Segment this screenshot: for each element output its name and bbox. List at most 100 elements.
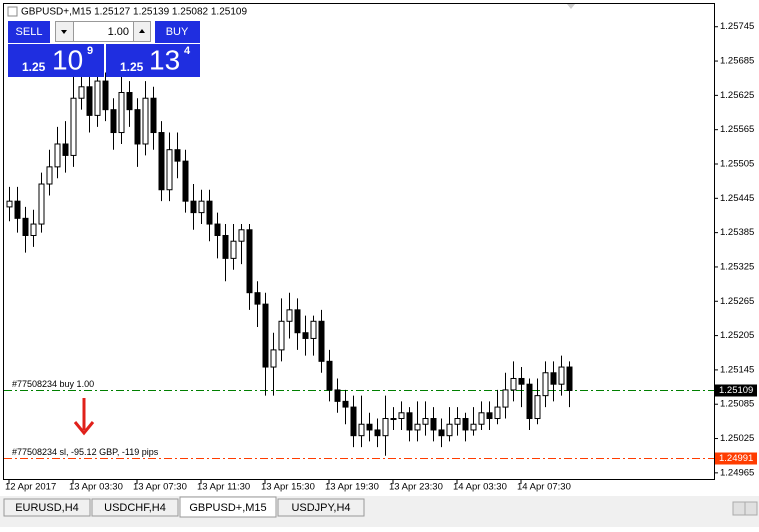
candle-body [502, 389, 509, 408]
candle-body [286, 309, 293, 322]
tab[interactable] [3, 498, 91, 517]
buy-label: BUY [166, 26, 189, 38]
candle-body [422, 418, 429, 425]
candle-body [302, 332, 309, 339]
candle-body [326, 360, 333, 391]
y-tick-label: 1.25265 [720, 296, 754, 307]
tab[interactable] [277, 498, 365, 517]
candle-body [414, 423, 421, 431]
candle-body [54, 143, 61, 168]
tab-label: GBPUSD+,M15 [189, 502, 266, 514]
candle-body [542, 372, 549, 397]
x-tick-label: 13 Apr 19:30 [325, 482, 379, 493]
candle-body [334, 389, 341, 402]
candle-body [454, 418, 461, 425]
candle-body [118, 92, 125, 134]
chart-icon [7, 6, 18, 17]
y-tick-label: 1.25445 [720, 193, 754, 204]
candle-body [254, 292, 261, 305]
x-tick-label: 14 Apr 07:30 [517, 482, 571, 493]
tab-label: USDJPY,H4 [291, 502, 350, 514]
candle-body [246, 229, 253, 294]
y-tick-label: 1.25325 [720, 261, 754, 272]
candle-body [222, 234, 229, 259]
candle-body [30, 223, 37, 236]
candle-body [486, 412, 493, 420]
buy-price-prefix: 1.25 [120, 60, 144, 74]
bid-box [715, 384, 757, 397]
candle-body [550, 372, 557, 385]
sl-arrow [73, 398, 95, 436]
candle-body [558, 366, 565, 385]
scroll-marker [567, 4, 575, 9]
candle-body [278, 320, 285, 351]
candle-body [6, 200, 13, 208]
candle-body [478, 412, 485, 425]
y-tick-label: 1.25145 [720, 364, 754, 375]
x-tick-label: 12 Apr 2017 [5, 482, 56, 493]
candle-body [38, 183, 45, 225]
buy-price-big: 13 [149, 44, 180, 75]
sell-price-sup: 9 [87, 45, 93, 57]
candle-body [534, 395, 541, 420]
candle-body [366, 423, 373, 431]
candle-body [238, 229, 245, 242]
candle-body [342, 400, 349, 408]
y-tick-label: 1.25385 [720, 227, 754, 238]
candle-body [382, 418, 389, 437]
y-tick-label: 1.25505 [720, 159, 754, 170]
y-tick-label: 1.25745 [720, 21, 754, 32]
candle-body [134, 109, 141, 145]
candle-body [446, 423, 453, 437]
plot: 1.24965 1.25025 1.25085 1.25145 1.25205 1.252… [4, 21, 757, 493]
candle-body [438, 429, 445, 437]
candle-body [406, 412, 413, 431]
candle-body [14, 200, 21, 219]
x-tick-label: 13 Apr 03:30 [69, 482, 123, 493]
tab-scroll-left[interactable] [732, 501, 746, 516]
lot-value: 1.00 [108, 26, 129, 38]
y-tick-label: 1.25565 [720, 124, 754, 135]
tab[interactable] [91, 498, 179, 517]
tab-scroll-right[interactable] [744, 501, 758, 516]
candle-body [398, 412, 405, 420]
candle-body [22, 217, 29, 236]
candle-body [494, 406, 501, 420]
candle-body [78, 86, 85, 99]
y-tick-label: 1.25085 [720, 399, 754, 410]
x-tick-label: 13 Apr 23:30 [389, 482, 443, 493]
x-tick-label: 13 Apr 15:30 [261, 482, 315, 493]
down-arrow [61, 30, 67, 34]
tab-label: USDCHF,H4 [104, 502, 166, 514]
candle-body [462, 418, 469, 431]
buy-button[interactable] [155, 21, 200, 43]
tab[interactable] [179, 496, 277, 518]
price-box [715, 452, 757, 465]
candle-body [190, 200, 197, 214]
sell-price-box[interactable] [8, 44, 104, 77]
candle-body [182, 160, 189, 202]
candle-body [70, 97, 77, 156]
candle-body [166, 149, 173, 191]
candle-body [46, 166, 53, 185]
up-arrow [139, 29, 145, 33]
sell-label: SELL [16, 26, 43, 38]
sell-price-prefix: 1.25 [22, 60, 46, 74]
candle-body [158, 132, 165, 191]
price-box-label: 1.24991 [719, 453, 753, 464]
candle-body [566, 366, 573, 391]
chart-title: GBPUSD+,M15 1.25127 1.25139 1.25082 1.25… [21, 7, 247, 18]
candle-body [262, 303, 269, 368]
x-tick-label: 13 Apr 07:30 [133, 482, 187, 493]
order-label: #77508234 buy 1.00 [12, 379, 94, 389]
sell-button[interactable] [8, 21, 50, 43]
tab-label: EURUSD,H4 [15, 502, 79, 514]
candle-body [510, 377, 517, 391]
candle-body [294, 309, 301, 334]
candle-body [390, 418, 397, 421]
sell-price-big: 10 [52, 44, 83, 75]
buy-price-box[interactable] [106, 44, 200, 77]
candle-body [318, 320, 325, 362]
